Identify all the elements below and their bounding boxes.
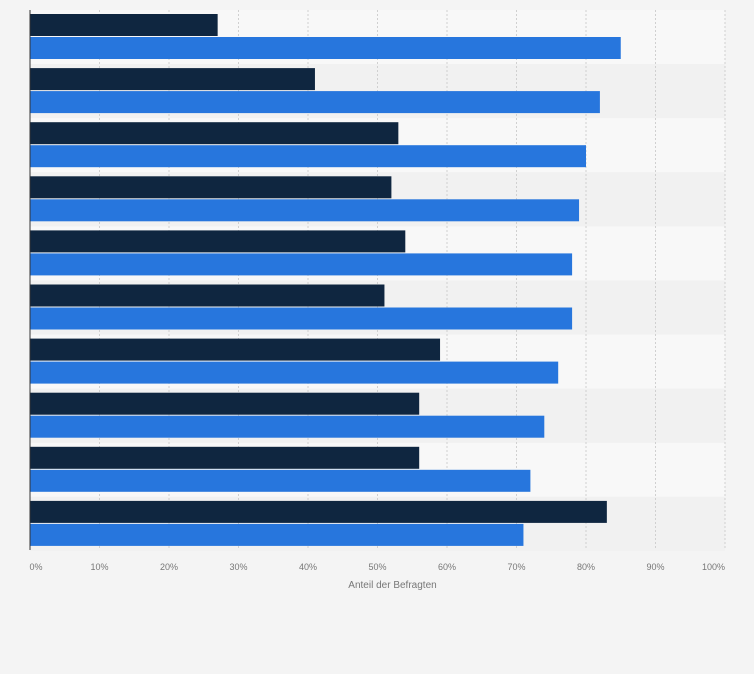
bar-series-2 [30, 523, 524, 546]
bar-series-1 [30, 68, 315, 91]
bars [30, 14, 621, 546]
bar-series-1 [30, 284, 385, 307]
bar-series-1 [30, 338, 441, 361]
x-tick-label: 100% [702, 562, 725, 572]
bar-series-1 [30, 230, 406, 253]
x-tick-label: 90% [646, 562, 664, 572]
bar-series-2 [30, 37, 621, 59]
x-axis-ticks: 0% 10% 20% 30% 40% 50% 60% 70% 80% 90% 100% [29, 562, 725, 572]
x-tick-label: 50% [368, 562, 386, 572]
x-tick-label: 80% [577, 562, 595, 572]
bar-series-1 [30, 500, 607, 523]
x-tick-label: 20% [160, 562, 178, 572]
bar-series-2 [30, 469, 531, 492]
bar-series-1 [30, 122, 399, 145]
bar-series-2 [30, 361, 559, 384]
bar-series-2 [30, 199, 580, 222]
bar-series-2 [30, 145, 586, 168]
bar-series-1 [30, 392, 420, 415]
bar-series-2 [30, 253, 573, 276]
x-tick-label: 60% [438, 562, 456, 572]
bar-series-1 [30, 176, 392, 199]
bar-series-2 [30, 415, 545, 438]
x-axis-title: Anteil der Befragten [348, 580, 436, 591]
x-tick-label: 10% [90, 562, 108, 572]
x-tick-label: 70% [507, 562, 525, 572]
x-tick-label: 0% [29, 562, 42, 572]
x-tick-label: 40% [299, 562, 317, 572]
bar-series-1 [30, 14, 218, 36]
bar-series-2 [30, 91, 600, 114]
bar-series-1 [30, 446, 420, 469]
x-tick-label: 30% [229, 562, 247, 572]
bar-series-2 [30, 307, 573, 330]
